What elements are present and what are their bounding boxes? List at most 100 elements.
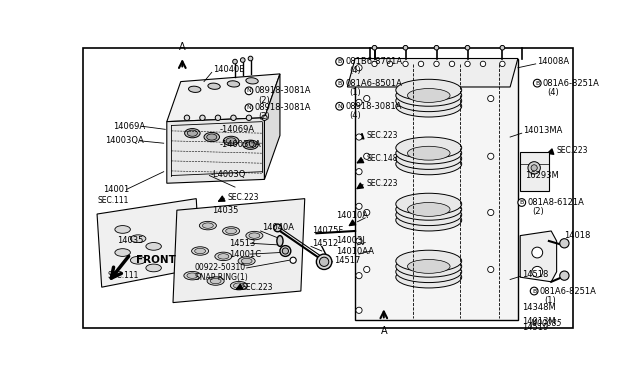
Polygon shape (167, 74, 280, 122)
Text: 14035: 14035 (117, 237, 143, 246)
Text: B: B (337, 59, 342, 64)
Circle shape (500, 61, 505, 67)
Circle shape (356, 134, 362, 140)
Text: B: B (532, 289, 536, 294)
Circle shape (531, 165, 537, 171)
Text: -14069A: -14069A (220, 125, 255, 134)
Polygon shape (167, 118, 264, 183)
Text: 14035: 14035 (212, 206, 238, 215)
Text: 14040E: 14040E (213, 65, 245, 74)
Circle shape (336, 102, 344, 110)
Polygon shape (355, 58, 518, 320)
Ellipse shape (199, 221, 216, 230)
Text: 14512: 14512 (312, 239, 339, 248)
Text: 14013M: 14013M (522, 317, 556, 326)
Circle shape (372, 61, 377, 67)
Polygon shape (520, 153, 549, 191)
Text: 14008A: 14008A (537, 57, 570, 66)
Ellipse shape (191, 247, 209, 255)
Text: (1): (1) (349, 88, 362, 97)
Text: (4): (4) (547, 88, 559, 97)
Circle shape (518, 199, 525, 206)
Text: 14069A: 14069A (113, 122, 145, 131)
Circle shape (282, 248, 289, 254)
Text: B: B (535, 81, 540, 86)
Text: SEC.223: SEC.223 (367, 131, 398, 140)
Ellipse shape (396, 261, 461, 283)
Ellipse shape (215, 252, 232, 261)
Circle shape (449, 61, 454, 67)
Ellipse shape (243, 140, 259, 150)
Text: A: A (179, 42, 186, 52)
Circle shape (372, 45, 377, 50)
Circle shape (364, 209, 370, 216)
Ellipse shape (396, 266, 461, 288)
Circle shape (246, 115, 252, 121)
Text: 14013MA: 14013MA (524, 126, 563, 135)
Ellipse shape (226, 228, 237, 234)
Text: SEC.148: SEC.148 (367, 154, 398, 163)
Text: -L4003Q: -L4003Q (210, 170, 246, 179)
Ellipse shape (227, 81, 239, 87)
Circle shape (233, 59, 237, 64)
Ellipse shape (146, 243, 161, 250)
Ellipse shape (408, 146, 450, 160)
Text: N: N (246, 88, 252, 93)
Ellipse shape (238, 257, 255, 265)
Ellipse shape (230, 281, 248, 290)
Circle shape (419, 61, 424, 67)
Ellipse shape (396, 193, 461, 215)
Circle shape (560, 239, 569, 248)
Text: 14519: 14519 (522, 324, 548, 333)
Text: 14010A: 14010A (336, 211, 368, 220)
Text: 14001: 14001 (103, 185, 129, 194)
Ellipse shape (223, 136, 239, 145)
Ellipse shape (396, 96, 461, 117)
Ellipse shape (210, 278, 221, 284)
Polygon shape (264, 74, 280, 179)
Ellipse shape (188, 130, 197, 136)
Ellipse shape (396, 148, 461, 169)
Circle shape (488, 96, 494, 102)
Text: SEC.111: SEC.111 (97, 196, 129, 205)
Text: SEC.223: SEC.223 (227, 193, 259, 202)
Circle shape (532, 247, 543, 258)
Text: 08918-3081A: 08918-3081A (345, 102, 401, 111)
Circle shape (200, 115, 205, 121)
Circle shape (528, 162, 540, 174)
Circle shape (290, 257, 296, 263)
Ellipse shape (246, 231, 263, 240)
Circle shape (480, 61, 486, 67)
Circle shape (434, 45, 439, 50)
Text: 14040A: 14040A (262, 224, 294, 232)
Text: -14003QA: -14003QA (220, 140, 261, 149)
Text: (2): (2) (259, 96, 270, 105)
Text: (4): (4) (349, 66, 362, 75)
Text: N: N (246, 105, 252, 110)
Ellipse shape (396, 199, 461, 220)
Circle shape (356, 273, 362, 279)
Ellipse shape (218, 254, 229, 259)
Ellipse shape (277, 235, 283, 246)
Circle shape (231, 115, 236, 121)
Text: SNAP RING(1): SNAP RING(1) (195, 273, 248, 282)
Ellipse shape (396, 85, 461, 106)
Circle shape (245, 104, 253, 112)
Circle shape (532, 266, 543, 277)
Text: B: B (520, 200, 524, 205)
Text: SEC.223: SEC.223 (557, 147, 588, 155)
Circle shape (356, 238, 362, 244)
Circle shape (533, 79, 541, 87)
Circle shape (364, 153, 370, 159)
Text: A: A (381, 326, 387, 336)
Circle shape (319, 257, 329, 266)
Ellipse shape (246, 78, 258, 84)
Text: (2): (2) (259, 112, 270, 121)
Circle shape (465, 45, 470, 50)
Text: 14513: 14513 (229, 239, 255, 248)
Ellipse shape (207, 277, 224, 285)
Text: B: B (337, 81, 342, 86)
Circle shape (403, 61, 408, 67)
Ellipse shape (226, 138, 236, 144)
Ellipse shape (184, 129, 200, 138)
